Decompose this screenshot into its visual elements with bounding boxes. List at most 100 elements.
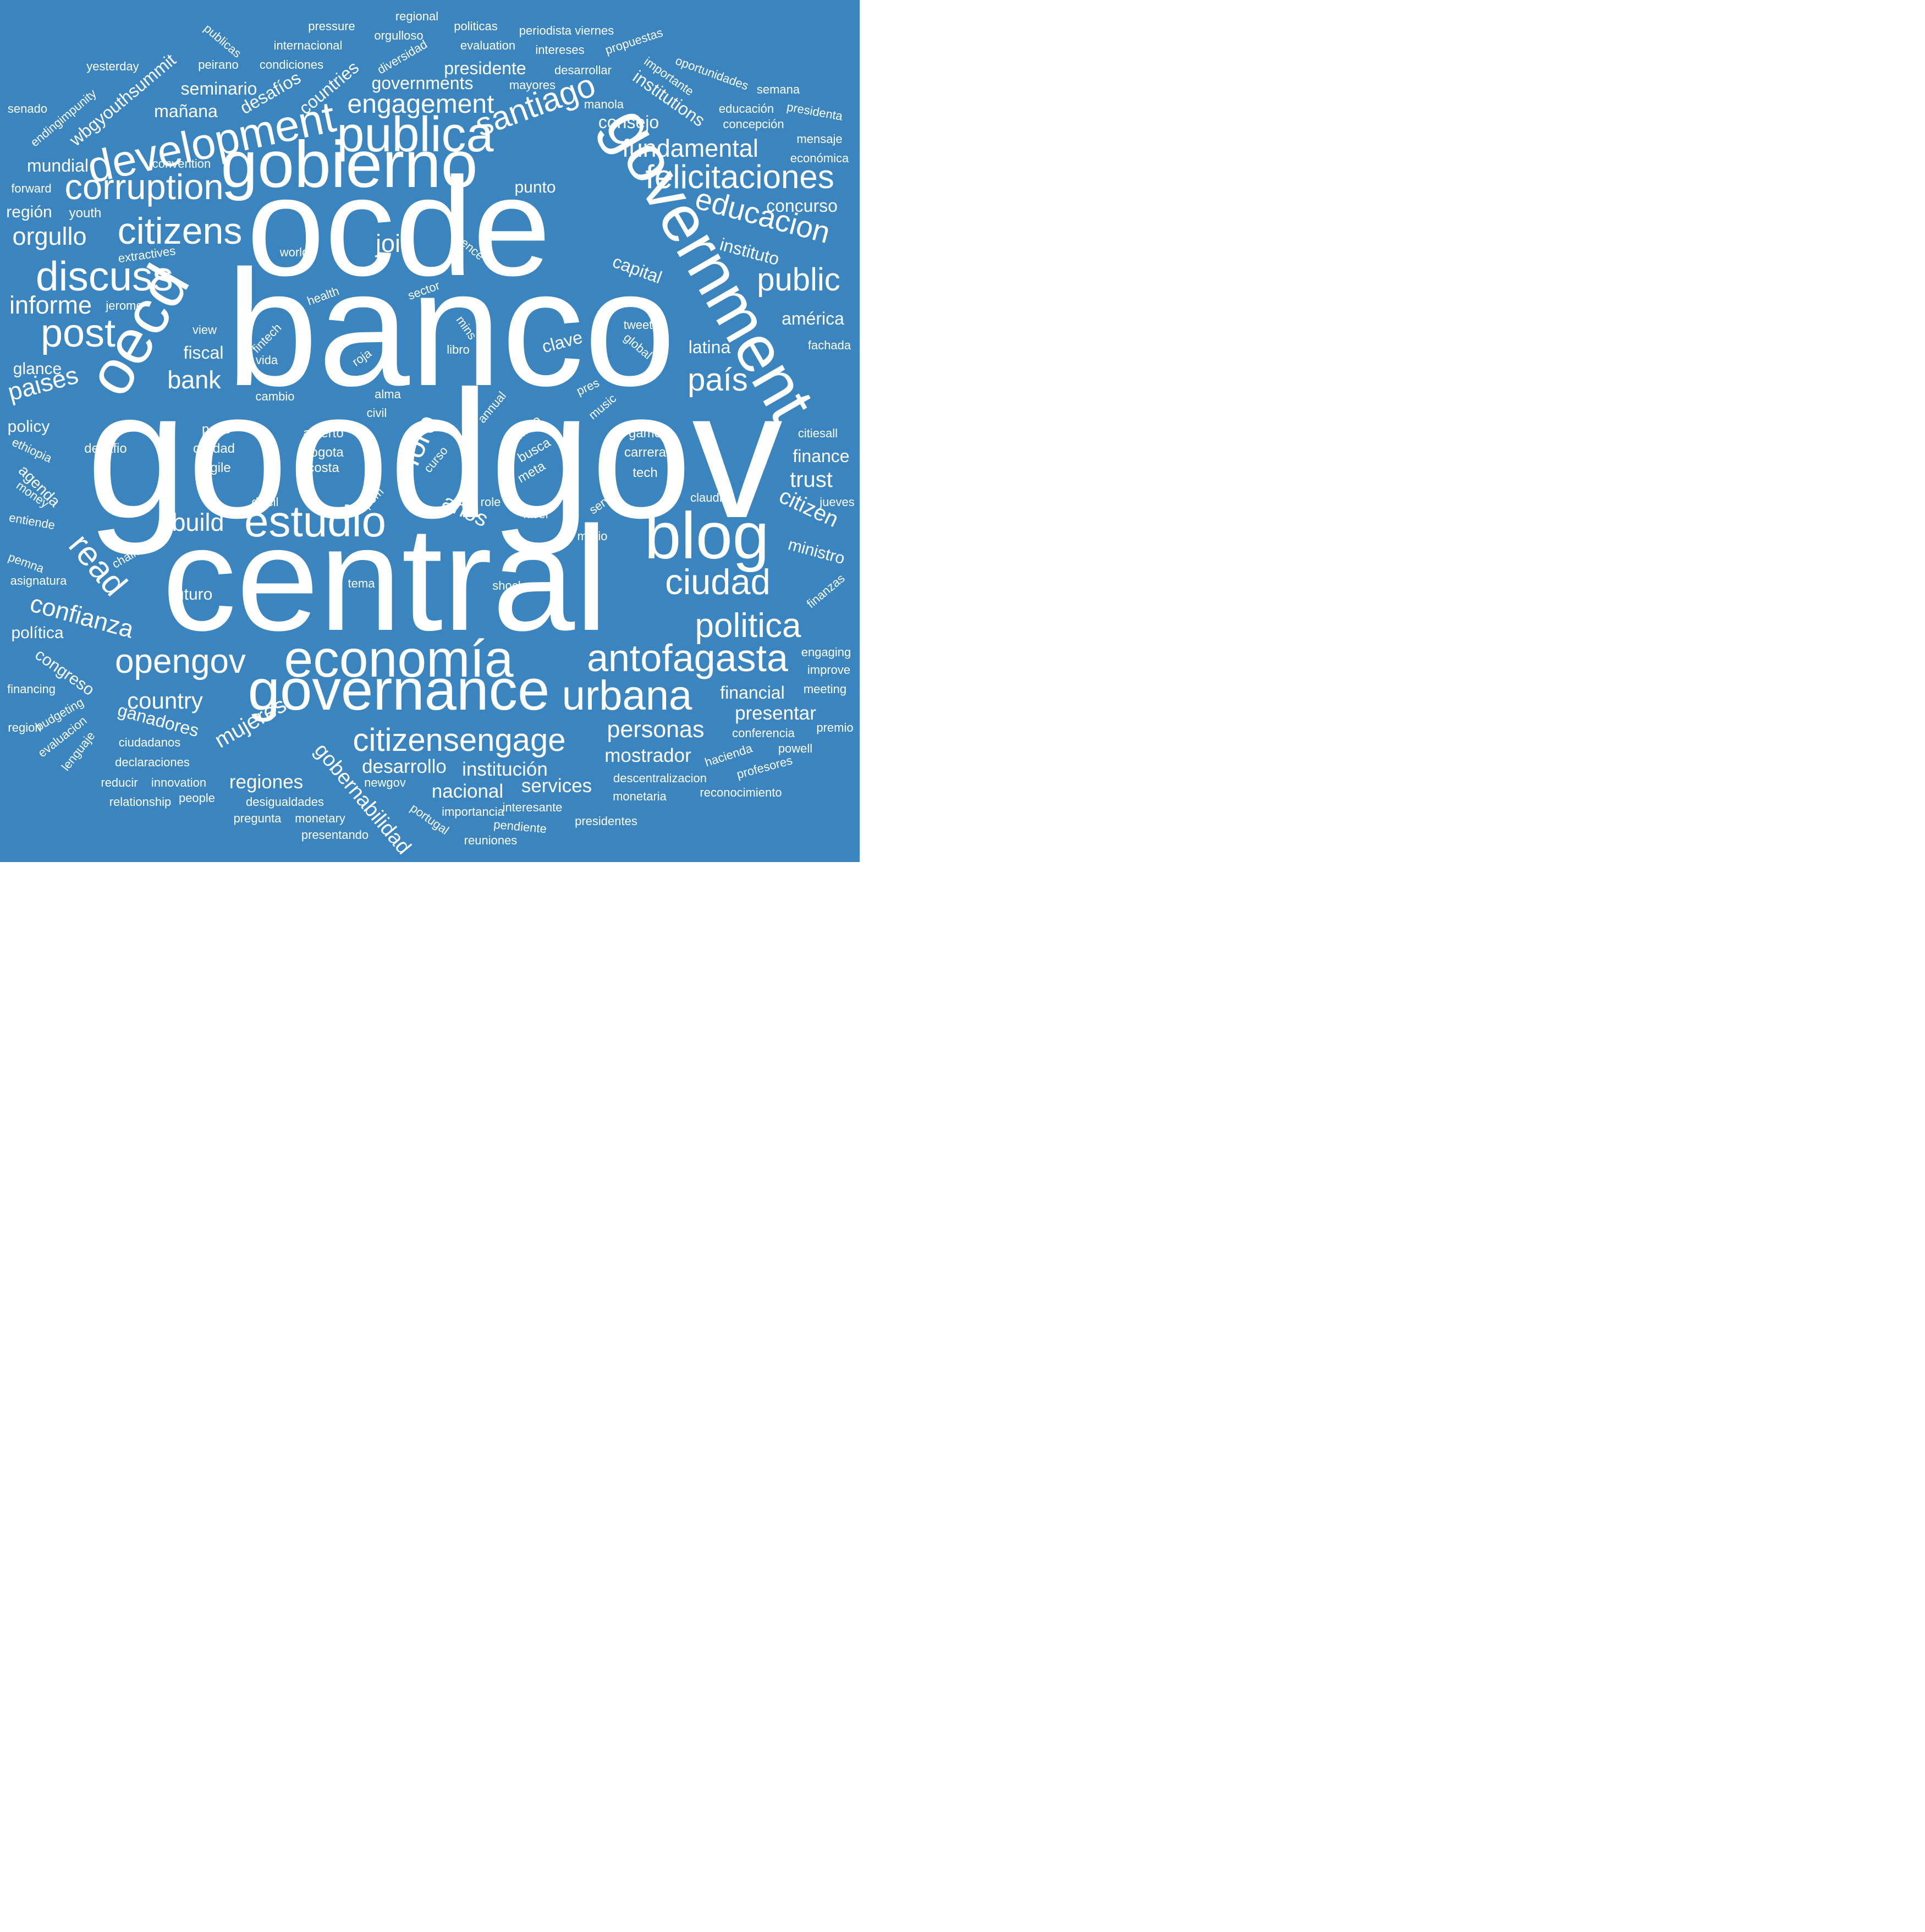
cloud-word: mañana: [154, 101, 218, 121]
cloud-word: semana: [757, 83, 800, 96]
cloud-word: corruption: [64, 167, 223, 207]
cloud-word: youth: [69, 206, 102, 221]
cloud-word: regiones: [229, 771, 303, 793]
cloud-word: felicitaciones: [645, 158, 834, 195]
cloud-word: convention: [152, 157, 211, 171]
cloud-word: orgullo: [12, 222, 86, 250]
cloud-word: punto: [514, 178, 556, 196]
word-cloud: goodgov banco central ocde government gobiern…: [0, 0, 860, 862]
cloud-word: tema: [348, 577, 376, 590]
cloud-word: mundial: [27, 156, 89, 175]
cloud-word: pressure: [308, 19, 355, 33]
cloud-word: económica: [790, 151, 849, 165]
cloud-word: calidad: [193, 441, 235, 456]
cloud-word: presidentes: [575, 814, 637, 828]
cloud-word: cambio: [256, 389, 295, 403]
cloud-word: civil: [367, 406, 387, 420]
cloud-word: dificil: [252, 495, 279, 509]
cloud-word: forward: [11, 182, 51, 195]
cloud-word: monetary: [295, 811, 345, 825]
cloud-word: claudia: [690, 491, 729, 504]
cloud-word: peirano: [198, 58, 238, 72]
cloud-word: urbana: [562, 672, 692, 719]
cloud-word: goodgov: [86, 353, 783, 557]
cloud-word: blog: [645, 499, 769, 573]
cloud-word: services: [521, 775, 592, 797]
cloud-word: antofagasta: [587, 636, 788, 679]
background: [0, 0, 860, 862]
cloud-word: reconocimiento: [700, 786, 782, 799]
cloud-word: personas: [607, 716, 705, 743]
cloud-word: public: [757, 262, 840, 298]
cloud-word: nivel: [523, 507, 548, 521]
cloud-word: política: [11, 624, 63, 642]
cloud-word: economía: [284, 630, 513, 688]
cloud-word: premio: [816, 721, 853, 734]
cloud-word: vida: [256, 353, 278, 367]
cloud-word: improve: [807, 663, 850, 677]
cloud-word: futuro: [170, 585, 213, 603]
cloud-word: carrera: [624, 445, 667, 460]
cloud-word: presentar: [735, 702, 816, 724]
cloud-word: engagement: [348, 90, 494, 119]
cloud-word: game: [629, 426, 662, 441]
cloud-word: opengov: [115, 643, 246, 680]
cloud-word: nacional: [432, 781, 503, 802]
cloud-word: américa: [782, 309, 844, 328]
cloud-word: descentralizacion: [613, 771, 707, 785]
cloud-word: informe: [9, 291, 92, 319]
cloud-word: senado: [8, 102, 47, 116]
cloud-word: financial: [720, 683, 784, 702]
cloud-word: trust: [790, 468, 833, 492]
cloud-word: fragile: [195, 460, 230, 475]
cloud-word: consejo: [598, 112, 659, 132]
cloud-word: regional: [395, 9, 438, 23]
cloud-word: fundamental: [622, 134, 758, 162]
cloud-word: interesante: [503, 800, 563, 814]
cloud-word: declaraciones: [115, 755, 190, 769]
cloud-word: paris: [202, 422, 230, 437]
cloud-word: yesterday: [86, 59, 139, 73]
cloud-word: publica: [337, 107, 494, 162]
cloud-word: banco: [226, 235, 675, 420]
cloud-word: pregunta: [234, 811, 282, 825]
cloud-word: mostrador: [604, 745, 691, 766]
cloud-word: citiesall: [798, 426, 838, 440]
cloud-word: reducir: [101, 776, 138, 789]
cloud-word: jueves: [819, 495, 855, 509]
cloud-word: desarrollar: [554, 63, 612, 77]
cloud-word: orgulloso: [374, 29, 423, 42]
cloud-word: intereses: [535, 43, 584, 57]
cloud-word: periodista viernes: [519, 24, 614, 37]
cloud-word: shock: [492, 579, 524, 592]
cloud-word: concurso: [766, 196, 838, 216]
cloud-word: región: [6, 203, 52, 221]
cloud-word: abierto: [303, 426, 343, 441]
cloud-word: tweet: [624, 318, 653, 332]
cloud-word: libro: [447, 343, 470, 356]
cloud-word: people: [179, 791, 215, 805]
cloud-word: gobierno: [221, 128, 477, 201]
cloud-word: view: [193, 323, 217, 337]
cloud-word: country: [127, 688, 203, 713]
cloud-word: costa: [307, 460, 339, 475]
cloud-word: politicas: [454, 19, 497, 33]
cloud-word: powell: [778, 742, 812, 755]
cloud-word: politica: [695, 607, 802, 645]
cloud-word: desafio: [84, 441, 127, 456]
cloud-word: presentando: [301, 828, 369, 842]
cloud-word: país: [688, 362, 748, 398]
cloud-word: build: [172, 508, 224, 536]
cloud-word: governments: [372, 73, 474, 93]
cloud-word: educación: [719, 102, 774, 116]
cloud-word: mensaje: [796, 132, 842, 146]
cloud-word: latina: [689, 337, 731, 357]
cloud-word: evaluation: [460, 39, 515, 52]
cloud-word: newgov: [364, 776, 406, 789]
cloud-word: region: [8, 721, 41, 734]
cloud-word: estudio: [244, 497, 386, 546]
cloud-word: importancia: [442, 805, 504, 819]
cloud-word: monetaria: [613, 789, 667, 803]
cloud-word: institución: [462, 759, 548, 780]
